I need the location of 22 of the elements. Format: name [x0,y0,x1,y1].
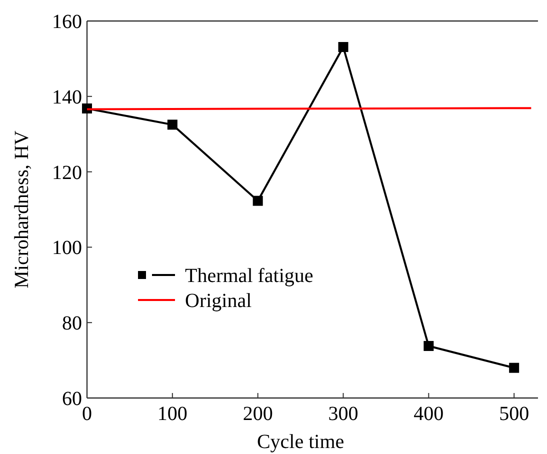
x-tick-label: 400 [414,403,444,425]
legend-label: Thermal fatigue [185,265,314,287]
y-tick-label: 160 [52,11,82,33]
x-tick-label: 300 [328,403,358,425]
y-axis-title: Microhardness, HV [11,130,33,288]
y-tick-label: 80 [62,312,82,335]
x-tick-label: 500 [499,403,530,425]
legend-label: Original [185,290,252,312]
y-tick-label: 140 [52,86,82,108]
x-tick-label: 0 [82,403,92,425]
point [509,362,520,373]
x-tick-label: 200 [242,403,273,425]
y-tick-label: 100 [52,237,82,260]
point [82,103,92,114]
point [424,340,434,351]
y-tick-label: 60 [62,388,82,410]
y-tick-label: 120 [52,162,82,184]
x-tick-label: 100 [157,403,188,425]
point [252,196,263,206]
point [338,42,348,52]
x-axis-title: Cycle time [256,431,344,453]
point [167,120,178,130]
